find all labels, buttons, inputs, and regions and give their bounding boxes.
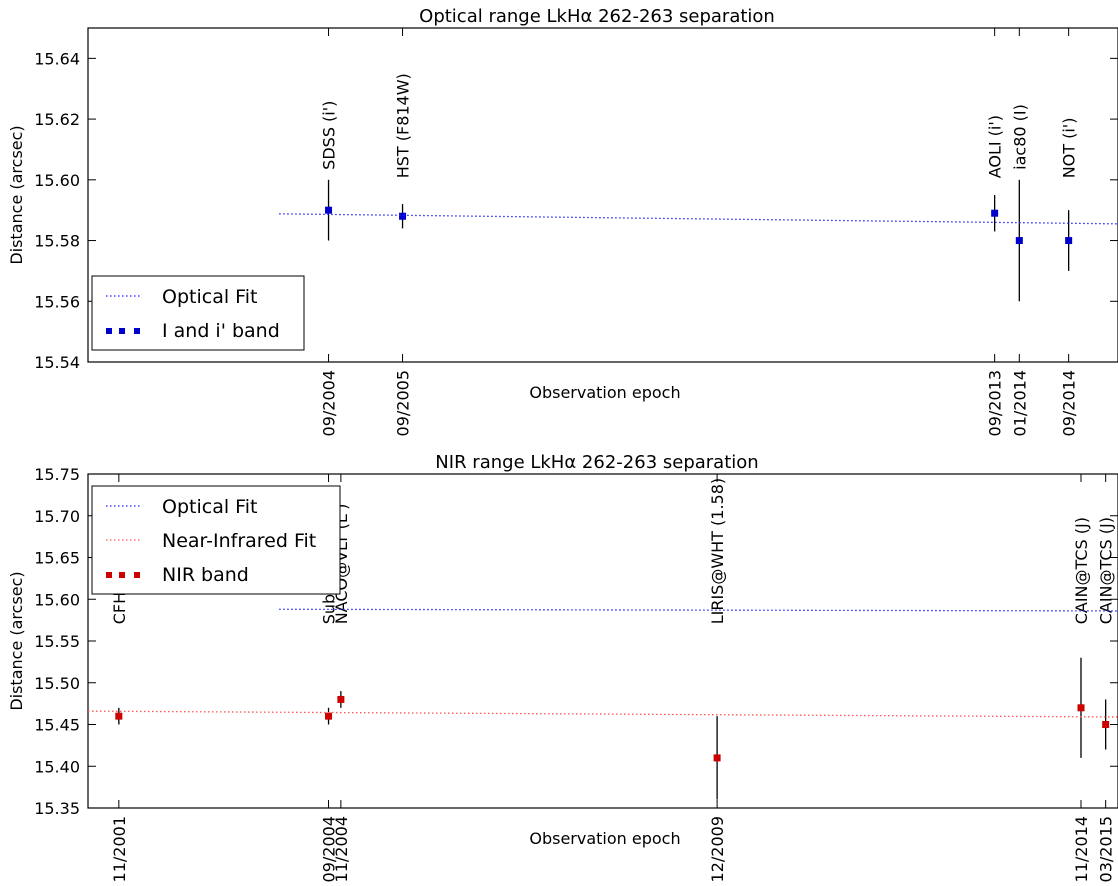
legend-label: Optical Fit [162,286,257,308]
x-tick-label: 09/2005 [394,370,413,436]
x-tick-label: 11/2004 [332,816,351,882]
data-point [399,212,407,220]
point-annotation: NOT (i') [1060,118,1079,179]
fit-line [279,608,1118,612]
y-tick-label: 15.40 [34,757,80,776]
chart-title: Optical range LkHα 262-263 separation [419,6,775,27]
chart-2: NIR range LkHα 262-263 separation 15.35 15… [7,452,1118,882]
legend-swatch [119,328,125,334]
y-tick-label: 15.60 [34,171,80,190]
legend-label: I and i' band [162,320,280,342]
plot-frame [87,27,1118,363]
x-tick-label: 09/2013 [986,370,1005,436]
chart-title: NIR range LkHα 262-263 separation [435,452,758,473]
y-tick-label: 15.56 [34,292,80,311]
data-point [325,712,333,720]
y-tick-label: 15.55 [34,632,80,651]
y-tick-label: 15.75 [34,465,80,484]
series-i-and-i-band: SDSS (i') HST (F814W) AOLI (i') iac80 (I) NO… [320,73,1079,302]
data-point [1102,721,1110,728]
x-tick-label: 12/2009 [708,816,727,882]
y-tick-label: 15.62 [34,110,80,129]
data-point [991,209,999,217]
point-annotation: HST (F814W) [394,73,413,178]
point-annotation: CAIN@TCS (J) [1097,517,1116,624]
x-tick-label: 01/2014 [1010,370,1029,436]
y-tick-label: 15.70 [34,507,80,526]
fit-line [87,710,1118,718]
legend-swatch [134,328,140,334]
point-annotation: LIRIS@WHT (1.58) [708,478,727,624]
legend-label: NIR band [162,564,249,586]
data-point [337,695,345,703]
legend-label: Near-Infrared Fit [162,530,316,552]
legend-box [91,275,305,351]
x-tick-label: 09/2004 [320,370,339,436]
x-tick-label: 11/2014 [1072,816,1091,882]
x-tick-label: 11/2001 [110,816,129,882]
legend-box [91,485,341,595]
data-point [1077,704,1085,712]
y-tick-label: 15.64 [34,49,80,68]
y-tick-label: 15.54 [34,353,80,372]
legend: Optical Fit Near-Infrared Fit NIR band [91,485,341,595]
y-axis-label: Distance (arcsec) [7,571,26,710]
x-tick-label: 09/2004 [320,816,339,882]
y-tick-label: 15.60 [34,590,80,609]
x-tick-label: 09/2014 [1060,370,1079,436]
y-tick-label: 15.65 [34,549,80,568]
point-annotation: CAIN@TCS (J) [1072,517,1091,624]
legend-swatch [106,328,112,334]
data-point [713,754,721,762]
legend-swatch [106,572,112,578]
x-axis-label: Observation epoch [529,383,680,402]
legend-label: Optical Fit [162,496,257,518]
series-near-infrared-fit [87,710,1118,718]
x-axis-label: Observation epoch [529,829,680,848]
data-point [1015,237,1023,245]
legend-swatch [119,572,125,578]
y-tick-label: 15.45 [34,716,80,735]
y-tick-label: 15.58 [34,232,80,251]
data-point [115,712,123,720]
legend-swatch [134,572,140,578]
chart-1: Optical range LkHα 262-263 separation 15.… [7,6,1118,436]
point-annotation: AOLI (i') [986,115,1005,178]
x-tick-label: 03/2015 [1097,816,1116,882]
y-tick-label: 15.50 [34,674,80,693]
y-tick-label: 15.35 [34,799,80,818]
point-annotation: SDSS (i') [320,101,339,170]
point-annotation: iac80 (I) [1010,104,1029,170]
legend: Optical Fit I and i' band [91,275,305,351]
series-optical-fit [279,608,1118,612]
data-point [325,206,333,214]
y-axis-label: Distance (arcsec) [7,125,26,264]
data-point [1065,237,1073,245]
